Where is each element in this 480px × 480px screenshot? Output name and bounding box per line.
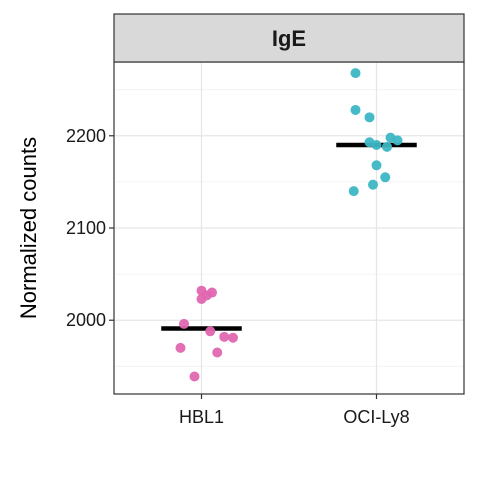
data-point: [189, 371, 200, 382]
y-tick-label: 2000: [66, 310, 106, 330]
x-tick-label: OCI-Ly8: [343, 407, 409, 427]
data-point: [382, 141, 392, 152]
data-point: [179, 318, 189, 329]
facet-strip: [113, 13, 465, 63]
facet-label: IgE: [272, 26, 306, 51]
data-point: [392, 135, 403, 146]
data-point: [371, 140, 382, 150]
data-point: [348, 186, 359, 197]
grid-lines: [114, 62, 464, 394]
data-point: [350, 104, 361, 115]
data-point: [219, 331, 230, 342]
data-point: [368, 179, 378, 190]
y-axis-title: Normalized counts: [16, 137, 41, 319]
y-tick-label: 2100: [66, 218, 106, 238]
data-point: [196, 294, 207, 305]
data-point: [205, 326, 216, 337]
x-axis: HBL1 OCI-Ly8: [179, 394, 410, 427]
data-point: [228, 332, 238, 343]
data-point: [350, 68, 361, 79]
y-axis: 2000 2100 2200: [66, 126, 114, 330]
data-point: [380, 172, 391, 183]
data-point: [212, 347, 223, 358]
data-point: [364, 112, 375, 123]
data-point: [175, 342, 186, 353]
y-tick-label: 2200: [66, 126, 106, 146]
data-point: [371, 160, 382, 171]
x-tick-label: HBL1: [179, 407, 224, 427]
data-points: [175, 68, 403, 382]
